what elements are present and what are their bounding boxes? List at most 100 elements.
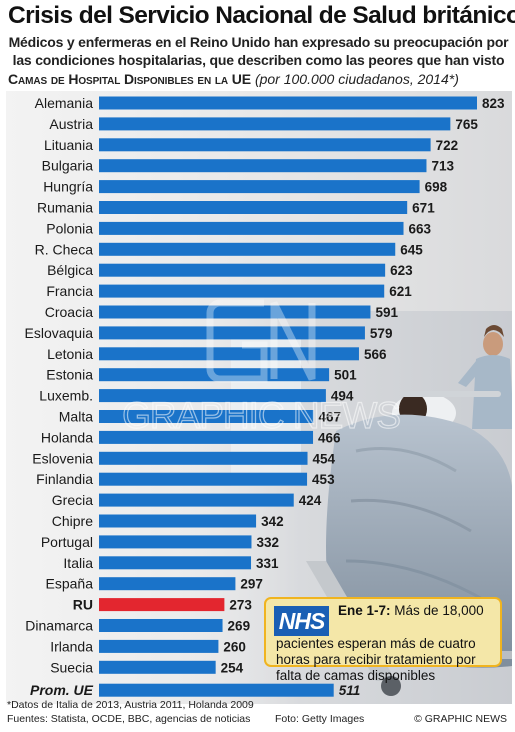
category-label: Finlandia [36, 471, 93, 487]
bar [99, 180, 420, 194]
category-label: Hungría [43, 179, 93, 195]
nhs-callout: NHS Ene 1-7: Más de 18,000 pacientes esp… [264, 597, 502, 683]
bar [99, 619, 223, 632]
category-label: Bélgica [47, 262, 93, 278]
footnote: *Datos de Italia de 2013, Austria 2011, … [7, 699, 254, 711]
category-label: Italia [63, 555, 93, 571]
value-label: 823 [482, 96, 505, 111]
value-label: 663 [409, 221, 432, 236]
bar [99, 263, 386, 277]
bar [99, 514, 257, 528]
category-label: Chipre [52, 513, 93, 529]
category-label: Eslovaquia [25, 325, 94, 341]
value-label: 342 [261, 514, 284, 529]
bar [99, 368, 330, 382]
bar [99, 389, 326, 403]
bar [99, 221, 404, 235]
category-label: España [46, 576, 94, 592]
chart-panel: Alemania 823 Austria 765 Lituania 722 Bulgaria… [6, 91, 512, 704]
value-label: 331 [256, 556, 279, 571]
bar [99, 556, 252, 570]
category-label: RU [73, 597, 93, 613]
bar [99, 639, 219, 653]
category-label: Grecia [52, 492, 93, 508]
bar [99, 410, 314, 423]
value-label: 566 [364, 347, 387, 362]
value-label: 269 [228, 619, 251, 634]
category-label: Suecia [50, 659, 93, 675]
bar [99, 326, 365, 340]
chart-heading-title: Camas de Hospital Disponibles en la UE [8, 71, 252, 87]
category-label: Prom. UE [30, 682, 94, 698]
value-label: 297 [240, 577, 263, 592]
value-label: 623 [390, 263, 413, 278]
category-label: Croacia [45, 304, 93, 320]
category-label: Bulgaria [42, 158, 94, 174]
value-label: 454 [313, 451, 336, 466]
nhs-callout-lead: Ene 1-7: [338, 603, 391, 618]
category-label: Holanda [41, 429, 93, 445]
bar [99, 493, 294, 507]
nhs-callout-line1-text: Más de 18,000 [394, 603, 484, 618]
category-label: Luxemb. [39, 388, 93, 404]
category-label: R. Checa [35, 241, 94, 257]
category-label: Francia [46, 283, 93, 299]
bar [99, 472, 308, 486]
bar [99, 347, 359, 361]
category-label: Portugal [41, 534, 93, 550]
copyright: © GRAPHIC NEWS [414, 713, 507, 725]
watermark-g-glyph [206, 299, 268, 383]
bar [99, 430, 314, 444]
category-label: Lituania [44, 137, 93, 153]
category-label: Polonia [46, 220, 93, 236]
bar [99, 96, 477, 110]
value-label: 713 [431, 159, 454, 174]
page-title: Crisis del Servicio Nacional de Salud br… [8, 2, 515, 29]
category-label: Austria [49, 116, 93, 132]
value-label: 671 [412, 201, 435, 216]
category-label: Estonia [46, 367, 93, 383]
nhs-callout-line1: Ene 1-7: Más de 18,000 [338, 603, 500, 619]
value-label: 645 [400, 242, 423, 257]
bar [99, 305, 371, 319]
category-label: Eslovenia [32, 450, 93, 466]
nhs-logo: NHS [274, 606, 329, 636]
bar [99, 242, 396, 256]
bar [99, 138, 431, 152]
value-label: 765 [455, 117, 478, 132]
value-label: 424 [299, 493, 322, 508]
chart-heading-note: (por 100.000 ciudadanos, 2014*) [254, 71, 459, 87]
watermark-text: GRAPHIC NEWS [122, 395, 400, 436]
category-label: Rumania [37, 200, 93, 216]
subtitle: Médicos y enfermeras en el Reino Unido h… [8, 34, 509, 68]
watermark-n-glyph [270, 301, 316, 381]
category-label: Irlanda [50, 638, 93, 654]
bar [99, 117, 451, 131]
bar [99, 159, 427, 173]
value-label: 501 [334, 368, 357, 383]
bar [99, 284, 385, 298]
category-label: Letonia [47, 346, 93, 362]
nhs-callout-rest: pacientes esperan más de cuatro horas pa… [276, 636, 476, 683]
value-label: 332 [256, 535, 279, 550]
bar [99, 683, 334, 697]
value-label: 467 [318, 410, 341, 425]
graphic-news-watermark: GRAPHIC NEWS [121, 299, 402, 437]
bar [99, 660, 216, 674]
bar [99, 598, 225, 612]
value-label: 579 [370, 326, 393, 341]
bar [99, 201, 408, 214]
value-label: 254 [221, 660, 244, 675]
value-label: 453 [312, 472, 335, 487]
chart-heading: Camas de Hospital Disponibles en la UE (… [8, 71, 513, 87]
category-label: Dinamarca [25, 618, 93, 634]
bar [99, 451, 308, 465]
bar-chart: Alemania 823 Austria 765 Lituania 722 Bulgaria… [25, 95, 506, 698]
photo-credit: Foto: Getty Images [275, 713, 365, 725]
value-label: 466 [318, 430, 341, 445]
value-label: 260 [223, 639, 246, 654]
category-label: Alemania [35, 95, 94, 111]
value-label: 698 [425, 180, 448, 195]
value-label: 494 [331, 389, 354, 404]
bar [99, 577, 236, 591]
